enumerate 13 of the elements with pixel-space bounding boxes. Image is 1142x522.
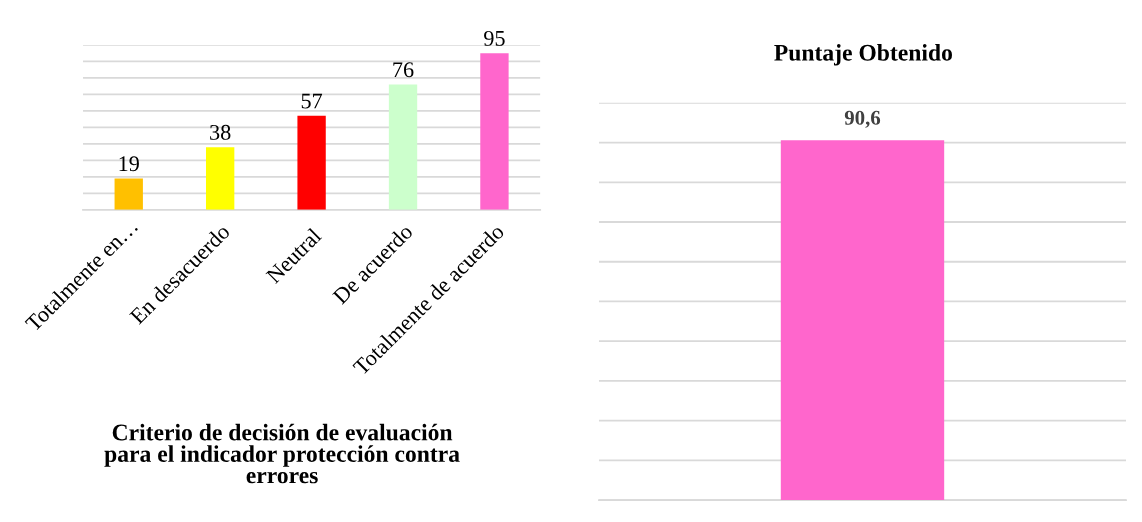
chart-title: Puntaje Obtenido (774, 44, 952, 66)
data-label: 76 (393, 62, 414, 78)
data-label: 38 (210, 124, 231, 140)
bar (297, 115, 326, 210)
bar (480, 53, 509, 210)
data-label: 95 (484, 30, 505, 46)
bar (205, 147, 235, 210)
data-label: 19 (119, 156, 139, 172)
data-label: 90,6 (844, 110, 881, 128)
text: Criterio de decisión de evaluación para el indicador protección contra errores (104, 423, 460, 484)
bar (114, 178, 143, 210)
data-label: 57 (301, 93, 323, 109)
bar (388, 84, 418, 210)
